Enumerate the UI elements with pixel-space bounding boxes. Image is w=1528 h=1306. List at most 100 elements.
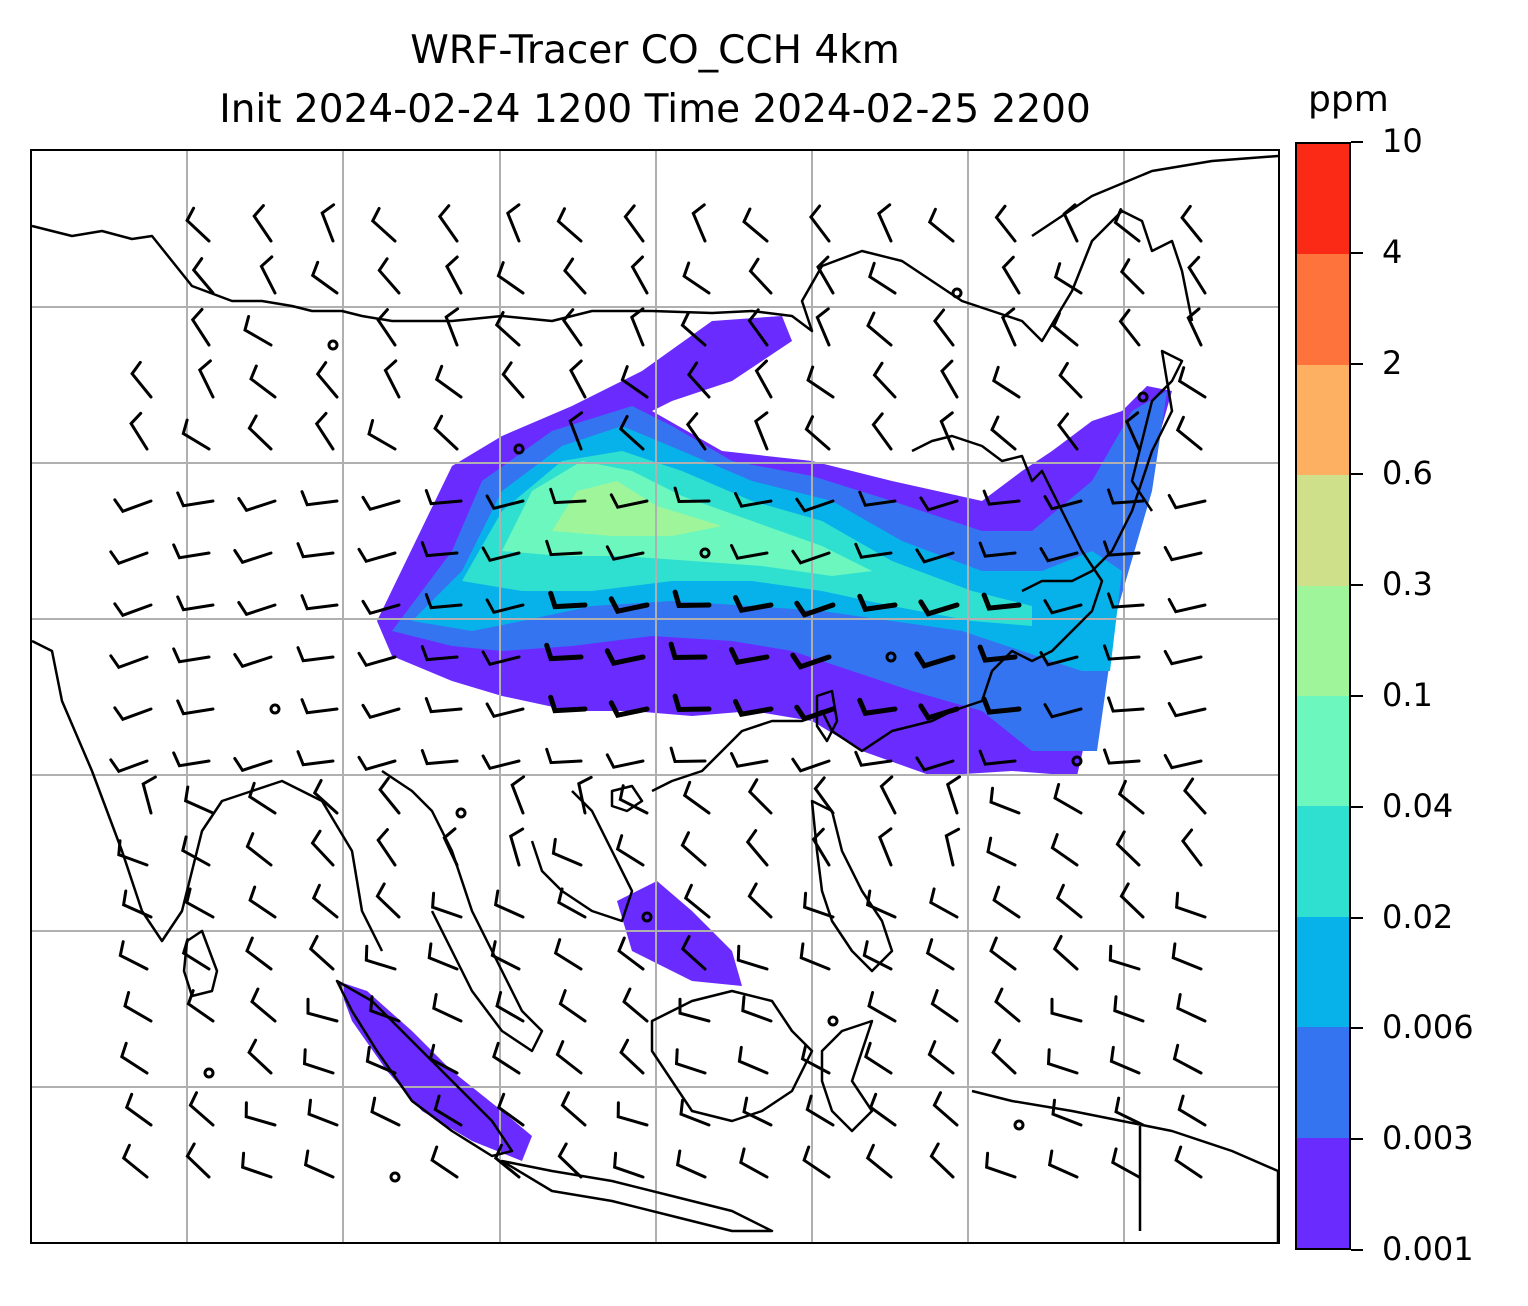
wind-barb [490,940,521,971]
wind-barb [745,829,769,867]
coastline-sulawesi [820,1019,874,1133]
colorbar-segment [1297,1137,1349,1249]
chart-title-line-1: WRF-Tracer CO_CCH 4km [410,28,900,73]
wind-barb [944,827,961,867]
wind-barb [872,361,897,399]
colorbar-tick [1351,1027,1363,1030]
wind-barb [927,1040,955,1075]
colorbar-tick [1351,141,1363,143]
wind-barb [862,940,893,971]
wind-barb [933,308,955,347]
wind-barb [188,1091,215,1127]
wind-barb [742,207,769,243]
calm-wind-marker [389,1171,401,1183]
wind-barb [553,938,583,971]
wind-barb [296,646,335,663]
wind-barb [683,883,711,919]
calm-wind-marker [513,443,525,455]
wind-barb [1183,777,1207,815]
wind-barb [982,489,1021,506]
wind-barb [310,260,339,295]
wind-barb [978,541,1017,558]
wind-barb [939,411,955,451]
wind-barb [929,1142,955,1179]
wind-barb [733,699,774,717]
wind-barb [1053,783,1083,815]
coastline-asia-north [32,209,1194,343]
wind-barb [444,307,460,347]
wind-barb [1055,883,1083,919]
wind-barb [121,1143,149,1179]
wind-barb [357,651,397,668]
calm-wind-marker [885,651,897,663]
wind-barb [424,489,463,506]
wind-barb [682,780,711,815]
wind-barb [918,703,960,721]
wind-barb [310,829,335,867]
wind-barb [445,255,463,295]
wind-barb [181,418,211,451]
wind-barb [300,490,339,507]
wind-barb [357,547,397,564]
wind-barb [1109,1045,1141,1075]
wind-barb [868,1092,897,1127]
wind-barb [736,944,769,971]
wind-barb [992,365,1021,399]
wind-barb [485,702,525,719]
wind-barb [197,359,215,399]
wind-barb [434,364,463,399]
wind-barb [307,1098,339,1127]
wind-barb [237,601,277,617]
wind-barb [233,757,273,773]
wind-barb [1108,944,1141,971]
wind-barb [1051,311,1079,347]
wind-barb [121,889,153,919]
wind-barb [427,942,459,971]
wind-barb [237,497,277,513]
wind-barb [1177,366,1207,399]
coastline-sri-lanka [182,929,219,998]
wind-barb [494,311,521,347]
wind-barb [991,1038,1017,1075]
wind-barb [365,1045,397,1075]
wind-barb [854,750,893,767]
wind-barb [623,204,645,243]
wind-barb [300,594,339,611]
coastline-russia-pacific [1031,154,1278,238]
calm-wind-marker [455,807,467,819]
wind-barb [233,653,273,669]
wind-barb [377,257,401,295]
wind-barb [857,697,898,716]
wind-barb [420,541,459,558]
wind-barb [608,596,650,615]
calm-wind-marker [269,703,281,715]
wind-barb [868,261,897,295]
wind-barb [556,207,583,243]
wind-barb [672,693,712,713]
plume-main-core [552,481,722,536]
wind-barb [302,1048,335,1075]
wind-barb [811,827,831,867]
colorbar-tick-label: 0.003 [1382,1119,1474,1158]
wind-barb [1181,828,1203,867]
colorbar-tick [1351,362,1363,365]
calm-wind-marker [951,287,963,299]
wind-barb [561,308,583,347]
wind-barb [925,938,955,971]
colorbar-segment [1297,1027,1349,1138]
wind-barb [1043,703,1083,719]
wind-barb [806,365,835,399]
wind-barb [141,775,157,815]
wind-barb [376,308,397,347]
wind-barb [932,1091,959,1127]
wind-barb [1039,547,1079,563]
wind-barb [674,1048,707,1075]
wind-barb [1175,415,1203,451]
wind-barb [300,698,339,715]
wind-barb [981,696,1022,715]
wind-barb [1103,748,1141,765]
coastline-java [500,1159,774,1233]
wind-barb [117,839,149,867]
wind-barb [1176,993,1207,1023]
wind-barb [1111,1147,1141,1179]
